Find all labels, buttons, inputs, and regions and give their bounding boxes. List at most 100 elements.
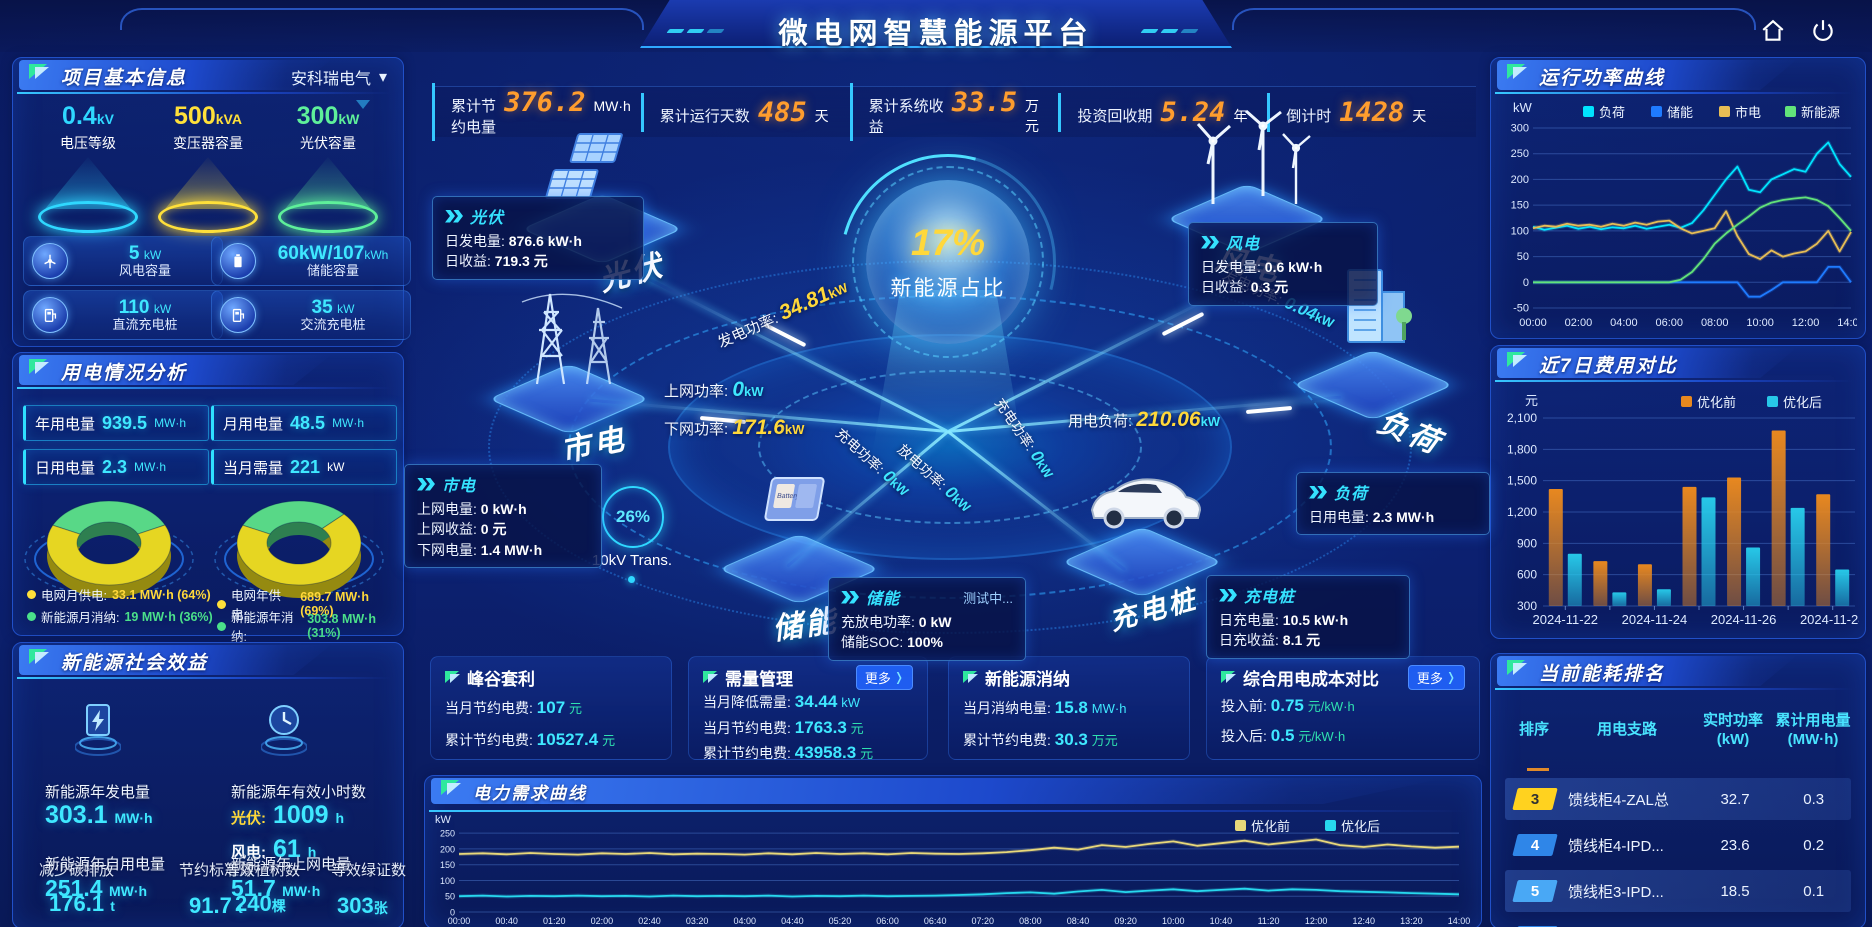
arrow-icon [841, 591, 858, 604]
company-dropdown[interactable]: 安科瑞电气 ▾ [290, 69, 387, 88]
peak-valley-card: 峰谷套利 当月节约电费: 107 元 累计节约电费: 10527.4 元 [430, 656, 672, 760]
demand-y-unit: kW [435, 814, 451, 826]
power-legend-storage: 储能 [1651, 102, 1693, 121]
svg-text:14:00: 14:00 [1448, 916, 1471, 926]
svg-text:09:20: 09:20 [1114, 916, 1137, 926]
stat-month-demand: 当月需量 221 kW [211, 449, 397, 485]
charger-info-box: 充电桩 日充电量: 10.5 kW·h 日充收益: 8.1 元 [1206, 575, 1410, 659]
panel-title: 新能源社会效益 [61, 653, 209, 674]
more-button[interactable]: 更多 ❭ [1407, 664, 1465, 690]
power-icon[interactable] [1806, 14, 1840, 48]
load-info-box: 负荷 日用电量: 2.3 MW·h [1296, 472, 1490, 536]
battery-icon [220, 243, 256, 279]
col-rank: 排序 [1518, 721, 1549, 738]
home-icon[interactable] [1756, 14, 1790, 48]
social-benefit-panel: 新能源社会效益 新能源年发电量 303.1 MW·h 新能源年有效小时数 光伏:… [12, 642, 407, 927]
svg-text:02:40: 02:40 [638, 916, 661, 926]
kpi-system-revenue: 累计系统收益 33.5 万元 [849, 83, 1049, 141]
svg-text:300: 300 [1511, 123, 1529, 135]
table-row[interactable]: 6 馈线柜6-IPD 22.70.1 [1505, 916, 1851, 927]
generation-icon [74, 701, 122, 762]
rank-badge: 5 [1512, 880, 1558, 902]
social-benefit-header: 新能源社会效益 [13, 643, 403, 679]
cost-legend-after: 优化后 [1767, 392, 1822, 411]
panel-corner-icon [441, 780, 461, 795]
svg-text:01:20: 01:20 [543, 916, 566, 926]
svg-text:10:00: 10:00 [1746, 317, 1774, 328]
project-info-header: 项目基本信息 安科瑞电气 ▾ [13, 58, 403, 94]
usage-analysis-header: 用电情况分析 [13, 353, 403, 389]
demand-legend-after: 优化后 [1325, 816, 1380, 835]
hours-clock-icon [260, 701, 308, 762]
wind-hours: 风电: 61 h [231, 835, 317, 863]
svg-text:14:00: 14:00 [1837, 317, 1857, 328]
table-row[interactable]: 5 馈线柜3-IPD... 18.5 0.1 [1505, 870, 1851, 912]
self-use-value: 251.4 MW·h [45, 875, 148, 901]
bolt-deco-right [1140, 20, 1202, 38]
svg-text:08:00: 08:00 [1701, 317, 1729, 328]
kpi-bar: 累计节约电量 376.2 MW·h 累计运行天数 485 天 累计系统收益 33.5 万元 … [432, 83, 1476, 141]
svg-text:1,200: 1,200 [1507, 505, 1537, 519]
svg-text:150: 150 [440, 860, 455, 870]
grid-feed-value: 51.7 MW·h [231, 875, 321, 901]
svg-text:06:40: 06:40 [924, 916, 947, 926]
svg-text:50: 50 [1517, 251, 1529, 263]
renewable-consumption-card: 新能源消纳 当月消纳电量: 15.8 MW·h 累计节约电费: 30.3 万元 [948, 656, 1190, 760]
storage-status-badge: 测试中... [963, 590, 1013, 606]
cost-compare-panel: 近7日费用对比 元 优化前 优化后 2,100 1,800 1,500 1,200 90… [1490, 345, 1866, 639]
svg-text:200: 200 [440, 844, 455, 854]
power-legend-renewable: 新能源 [1785, 102, 1840, 121]
svg-text:1,800: 1,800 [1507, 442, 1537, 456]
transformer-label: 10kV Trans. [591, 552, 673, 569]
flow-feedin-power: 上网功率: 0kW [664, 378, 764, 401]
arrow-icon [445, 210, 462, 223]
svg-text:150: 150 [1511, 200, 1529, 212]
renewable-share-sphere [852, 166, 1044, 358]
spotlight-pv: 300kW 光伏容量 [267, 102, 389, 233]
card-corner-icon [963, 671, 978, 683]
energy-ranking-panel: 当前能耗排名 排序 用电支路 实时功率 (kW) 累计用电量 (MW·h) 3 馈线… [1490, 653, 1866, 927]
wind-turbine-icon [32, 243, 68, 279]
panel-title: 项目基本信息 [61, 68, 188, 89]
svg-text:12:00: 12:00 [1792, 317, 1820, 328]
arrow-icon [1201, 236, 1218, 249]
gen-value: 303.1 MW·h [45, 801, 153, 829]
svg-text:08:40: 08:40 [1067, 916, 1090, 926]
legend-renewable-month: 新能源月消纳: 19 MW·h (36%) [27, 607, 213, 626]
table-row[interactable]: 4 馈线柜4-IPD... 23.6 0.2 [1505, 824, 1851, 866]
rank-badge: 3 [1512, 788, 1558, 810]
panel-corner-icon [29, 359, 49, 374]
demand-curve-panel: 电力需求曲线 优化前 优化后 kW 250 200 150 100 50 0 00:00 00… [424, 775, 1482, 927]
stat-day-usage: 日用电量 2.3 MW·h [23, 449, 209, 485]
cost-comparison-card: 综合用电成本对比 更多 ❭ 投入前: 0.75 元/kW·h 投入后: 0.5 元/… [1206, 656, 1480, 760]
project-info-panel: 项目基本信息 安科瑞电气 ▾ 0.4kV 电压等级 500kVA 变压器容量 30… [12, 57, 411, 347]
pv-hours: 光伏: 1009 h [231, 801, 345, 829]
svg-text:03:20: 03:20 [686, 916, 709, 926]
header-swoosh-right [1232, 8, 1756, 30]
coal-value: 91.7 t [189, 893, 243, 918]
battery-container-icon: Battery [752, 468, 848, 553]
svg-text:100: 100 [440, 876, 455, 886]
svg-text:50: 50 [445, 892, 455, 902]
svg-text:100: 100 [1511, 225, 1529, 237]
year-energy-donut [214, 500, 384, 598]
more-button[interactable]: 更多 ❭ [855, 664, 913, 690]
table-row[interactable]: 3 馈线柜4-ZAL总 32.7 0.3 [1505, 778, 1851, 820]
svg-text:12:40: 12:40 [1352, 916, 1375, 926]
cert-label: 等效绿证数 [331, 862, 407, 879]
spotlight-voltage: 0.4kV 电压等级 [27, 102, 149, 233]
svg-text:00:00: 00:00 [1519, 317, 1547, 328]
power-curve-panel: 运行功率曲线 kW 负荷 储能 市电 新能源 300 250 200 150 100 50… [1490, 57, 1866, 339]
flow-load-power: 用电负荷: 210.06kW [1068, 408, 1221, 431]
card-corner-icon [445, 671, 460, 683]
svg-text:06:00: 06:00 [876, 916, 899, 926]
panel-title: 电力需求曲线 [473, 784, 587, 803]
arrow-icon [1309, 486, 1326, 499]
stat-year-usage: 年用电量 939.5 MW·h [23, 405, 209, 441]
page-title: 微电网智慧能源平台 [778, 18, 1094, 50]
usage-analysis-panel: 用电情况分析 年用电量 939.5 MW·h 月用电量 48.5 MW·h 日用电量 2.… [12, 352, 404, 644]
diagram-core-ring [758, 370, 1142, 524]
chevron-down-icon: ▾ [378, 69, 387, 86]
transmission-towers-icon [492, 272, 642, 397]
power-curve-chart: 300 250 200 150 100 50 0 -50 00:00 02:00 04:00 06:0… [1511, 123, 1857, 329]
